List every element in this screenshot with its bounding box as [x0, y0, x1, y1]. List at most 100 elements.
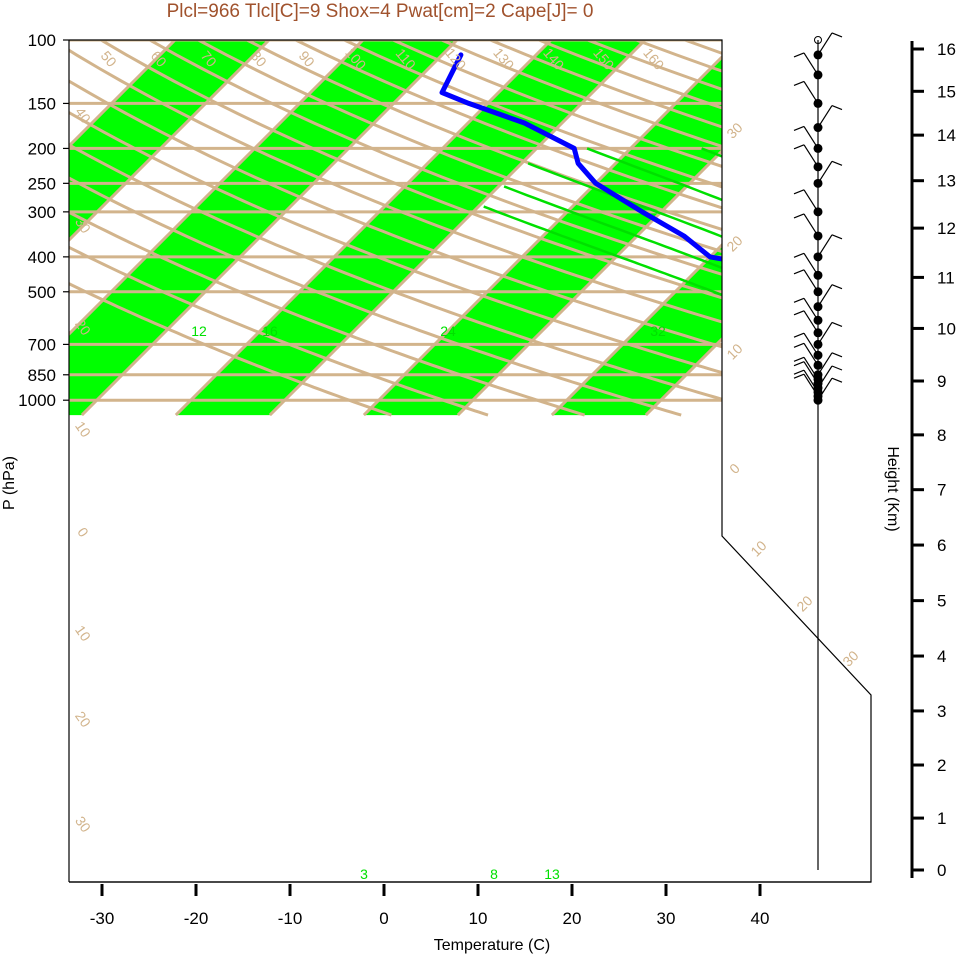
pressure-tick-label: 200: [28, 139, 56, 158]
height-tick-label: 11: [937, 268, 955, 287]
dry-adiabat-line: [69, 40, 489, 417]
isotherm-line: [80, 40, 475, 417]
wind-barb: [803, 126, 819, 149]
isotherm-label: 10: [72, 622, 94, 644]
wind-barb-flag: [793, 252, 805, 258]
dry-adiabat-line: [167, 40, 871, 417]
height-tick-label: 15: [937, 82, 956, 101]
isotherm-label: 30: [723, 119, 745, 141]
pressure-tick-label: 150: [28, 94, 56, 113]
pressure-tick-label: 100: [28, 31, 56, 50]
wind-barb: [803, 213, 819, 237]
wind-barb-flag: [831, 365, 843, 371]
dry-adiabat-line: [120, 40, 871, 417]
pressure-tick-label: 500: [28, 283, 56, 302]
pressure-tick-label: 700: [28, 335, 56, 354]
pressure-tick-label: 300: [28, 203, 56, 222]
isotherm-label: 20: [72, 708, 94, 730]
dry-adiabat-line: [69, 40, 682, 417]
wind-barb-flag: [831, 377, 843, 383]
wind-barb: [817, 322, 833, 345]
isotherm-label: 10: [723, 340, 745, 362]
height-tick-label: 9: [937, 372, 946, 391]
wind-barb-flag: [793, 269, 805, 275]
wind-top-marker: [814, 36, 822, 44]
temperature-tick-label: 40: [751, 909, 770, 928]
mixing-ratio-label: 16: [262, 323, 278, 339]
isotherm-label: 30: [839, 647, 861, 669]
wind-barb: [803, 332, 819, 356]
isotherm-label: 20: [723, 232, 745, 254]
wind-barb: [803, 144, 819, 168]
height-tick-label: 14: [937, 126, 956, 145]
height-tick-label: 0: [937, 861, 946, 880]
wind-barb: [803, 269, 819, 293]
height-tick-label: 4: [937, 647, 946, 666]
wind-barb-flag: [793, 332, 805, 338]
wind-barb: [803, 297, 819, 321]
temperature-tick-label: 30: [657, 909, 676, 928]
dry-adiabat-label: 50: [98, 48, 120, 70]
wind-barb-flag: [793, 310, 805, 316]
wind-barb-flag: [793, 52, 805, 58]
wind-barb-flag: [793, 213, 805, 219]
height-tick-label: 8: [937, 426, 946, 445]
wind-barb: [817, 352, 833, 376]
dry-adiabat-line: [69, 40, 871, 417]
pressure-tick-label: 850: [28, 366, 56, 385]
temperature-tick-label: 20: [563, 909, 582, 928]
wind-barb-flag: [793, 373, 805, 379]
pressure-tick-label: 1000: [18, 391, 56, 410]
wind-barb-flag: [831, 160, 843, 166]
wind-barb: [817, 32, 833, 56]
wind-barb-flag: [831, 284, 843, 290]
wind-barb-flag: [793, 297, 805, 303]
wind-barb: [803, 52, 819, 76]
wind-barb: [817, 284, 833, 308]
mixing-ratio-line: [883, 257, 911, 408]
wind-barb: [803, 342, 819, 366]
wind-barb-flag: [793, 125, 805, 131]
temperature-tick-label: -10: [278, 909, 303, 928]
pressure-axis: 100 150 200 250 300 400 500 700 850 1000: [18, 31, 70, 882]
height-tick-label: 12: [937, 219, 956, 238]
mixing-ratio-label: 32: [650, 323, 666, 339]
height-tick-label: 1: [937, 809, 946, 828]
wind-barb: [803, 189, 819, 213]
wind-barb: [817, 234, 833, 258]
height-tick-label: 3: [937, 702, 946, 721]
dry-adiabat-line: [262, 40, 871, 417]
dry-adiabat-line: [734, 40, 871, 417]
wind-barb: [817, 161, 833, 184]
isotherm-label: 20: [793, 592, 815, 614]
wind-barb: [803, 252, 819, 276]
dry-adiabat-line: [69, 40, 871, 417]
isotherm-line: [738, 40, 871, 417]
mixing-ratio-label: 12: [191, 323, 207, 339]
isotherm-label: 0: [74, 524, 92, 540]
pressure-tick-label: 250: [28, 174, 56, 193]
height-tick-label: 2: [937, 756, 946, 775]
dry-adiabat-line: [69, 40, 392, 417]
isotherm-band: [739, 40, 871, 416]
height-tick-label: 10: [937, 319, 956, 338]
mixing-ratio-label: 3: [360, 866, 368, 882]
wind-barb-flag: [793, 356, 805, 362]
isotherm-band: [69, 40, 474, 416]
wind-barb: [803, 81, 819, 104]
height-tick-label: 13: [937, 172, 956, 191]
temperature-tick-label: -20: [184, 909, 209, 928]
pressure-tick-label: 400: [28, 248, 56, 267]
dry-adiabat-line: [215, 40, 871, 417]
isotherm-line: [268, 40, 663, 417]
temperature-tick-label: 10: [469, 909, 488, 928]
mixing-ratio-label: 24: [440, 323, 456, 339]
dry-adiabat-line: [69, 40, 779, 417]
wind-barb: [817, 105, 833, 128]
isotherm-line: [69, 40, 381, 417]
wind-barb-flag: [793, 144, 805, 150]
chart-title: Plcl=966 Tlcl[C]=9 Shox=4 Pwat[cm]=2 Cap…: [167, 1, 594, 22]
dry-adiabat-line: [69, 40, 586, 417]
